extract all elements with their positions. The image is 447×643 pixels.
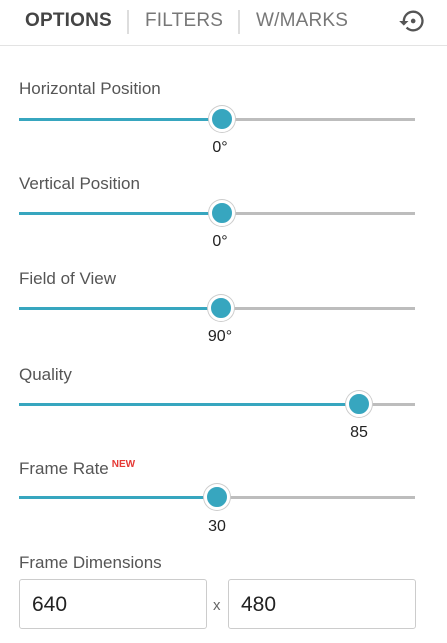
slider-label: Frame Rate NEW	[19, 459, 135, 479]
divider	[0, 45, 447, 46]
slider-label: Quality	[19, 365, 72, 384]
field-label: Frame Dimensions	[19, 553, 162, 572]
slider-label: Vertical Position	[19, 174, 140, 193]
slider-value: 85	[350, 424, 368, 441]
slider-value: 30	[208, 518, 226, 535]
slider-thumb[interactable]	[346, 391, 372, 417]
slider-label: Horizontal Position	[19, 79, 161, 98]
separator	[127, 10, 129, 34]
slider-thumb[interactable]	[209, 200, 235, 226]
slider-fill	[19, 118, 222, 121]
new-badge: NEW	[111, 459, 136, 471]
slider-label: Field of View	[19, 269, 117, 288]
width-input[interactable]: 640	[19, 579, 207, 629]
slider-value: 0°	[212, 139, 228, 156]
slider-fill	[19, 212, 222, 215]
slider-fill	[19, 496, 217, 499]
tab[interactable]: FILTERS	[145, 10, 224, 31]
tab[interactable]: OPTIONS	[25, 10, 112, 31]
slider-value: 0°	[212, 233, 228, 250]
slider-thumb[interactable]	[204, 484, 230, 510]
label-text: Frame Rate	[19, 459, 109, 478]
slider-thumb[interactable]	[208, 295, 234, 321]
slider-value: 90°	[207, 328, 233, 345]
height-input[interactable]: 480	[228, 579, 416, 629]
separator	[238, 10, 240, 34]
reset-button[interactable]	[398, 7, 426, 35]
slider-thumb[interactable]	[209, 106, 235, 132]
dimension-separator: x	[213, 597, 221, 614]
slider-fill	[19, 403, 359, 406]
slider-fill	[19, 307, 221, 310]
tab[interactable]: W/MARKS	[256, 10, 349, 31]
